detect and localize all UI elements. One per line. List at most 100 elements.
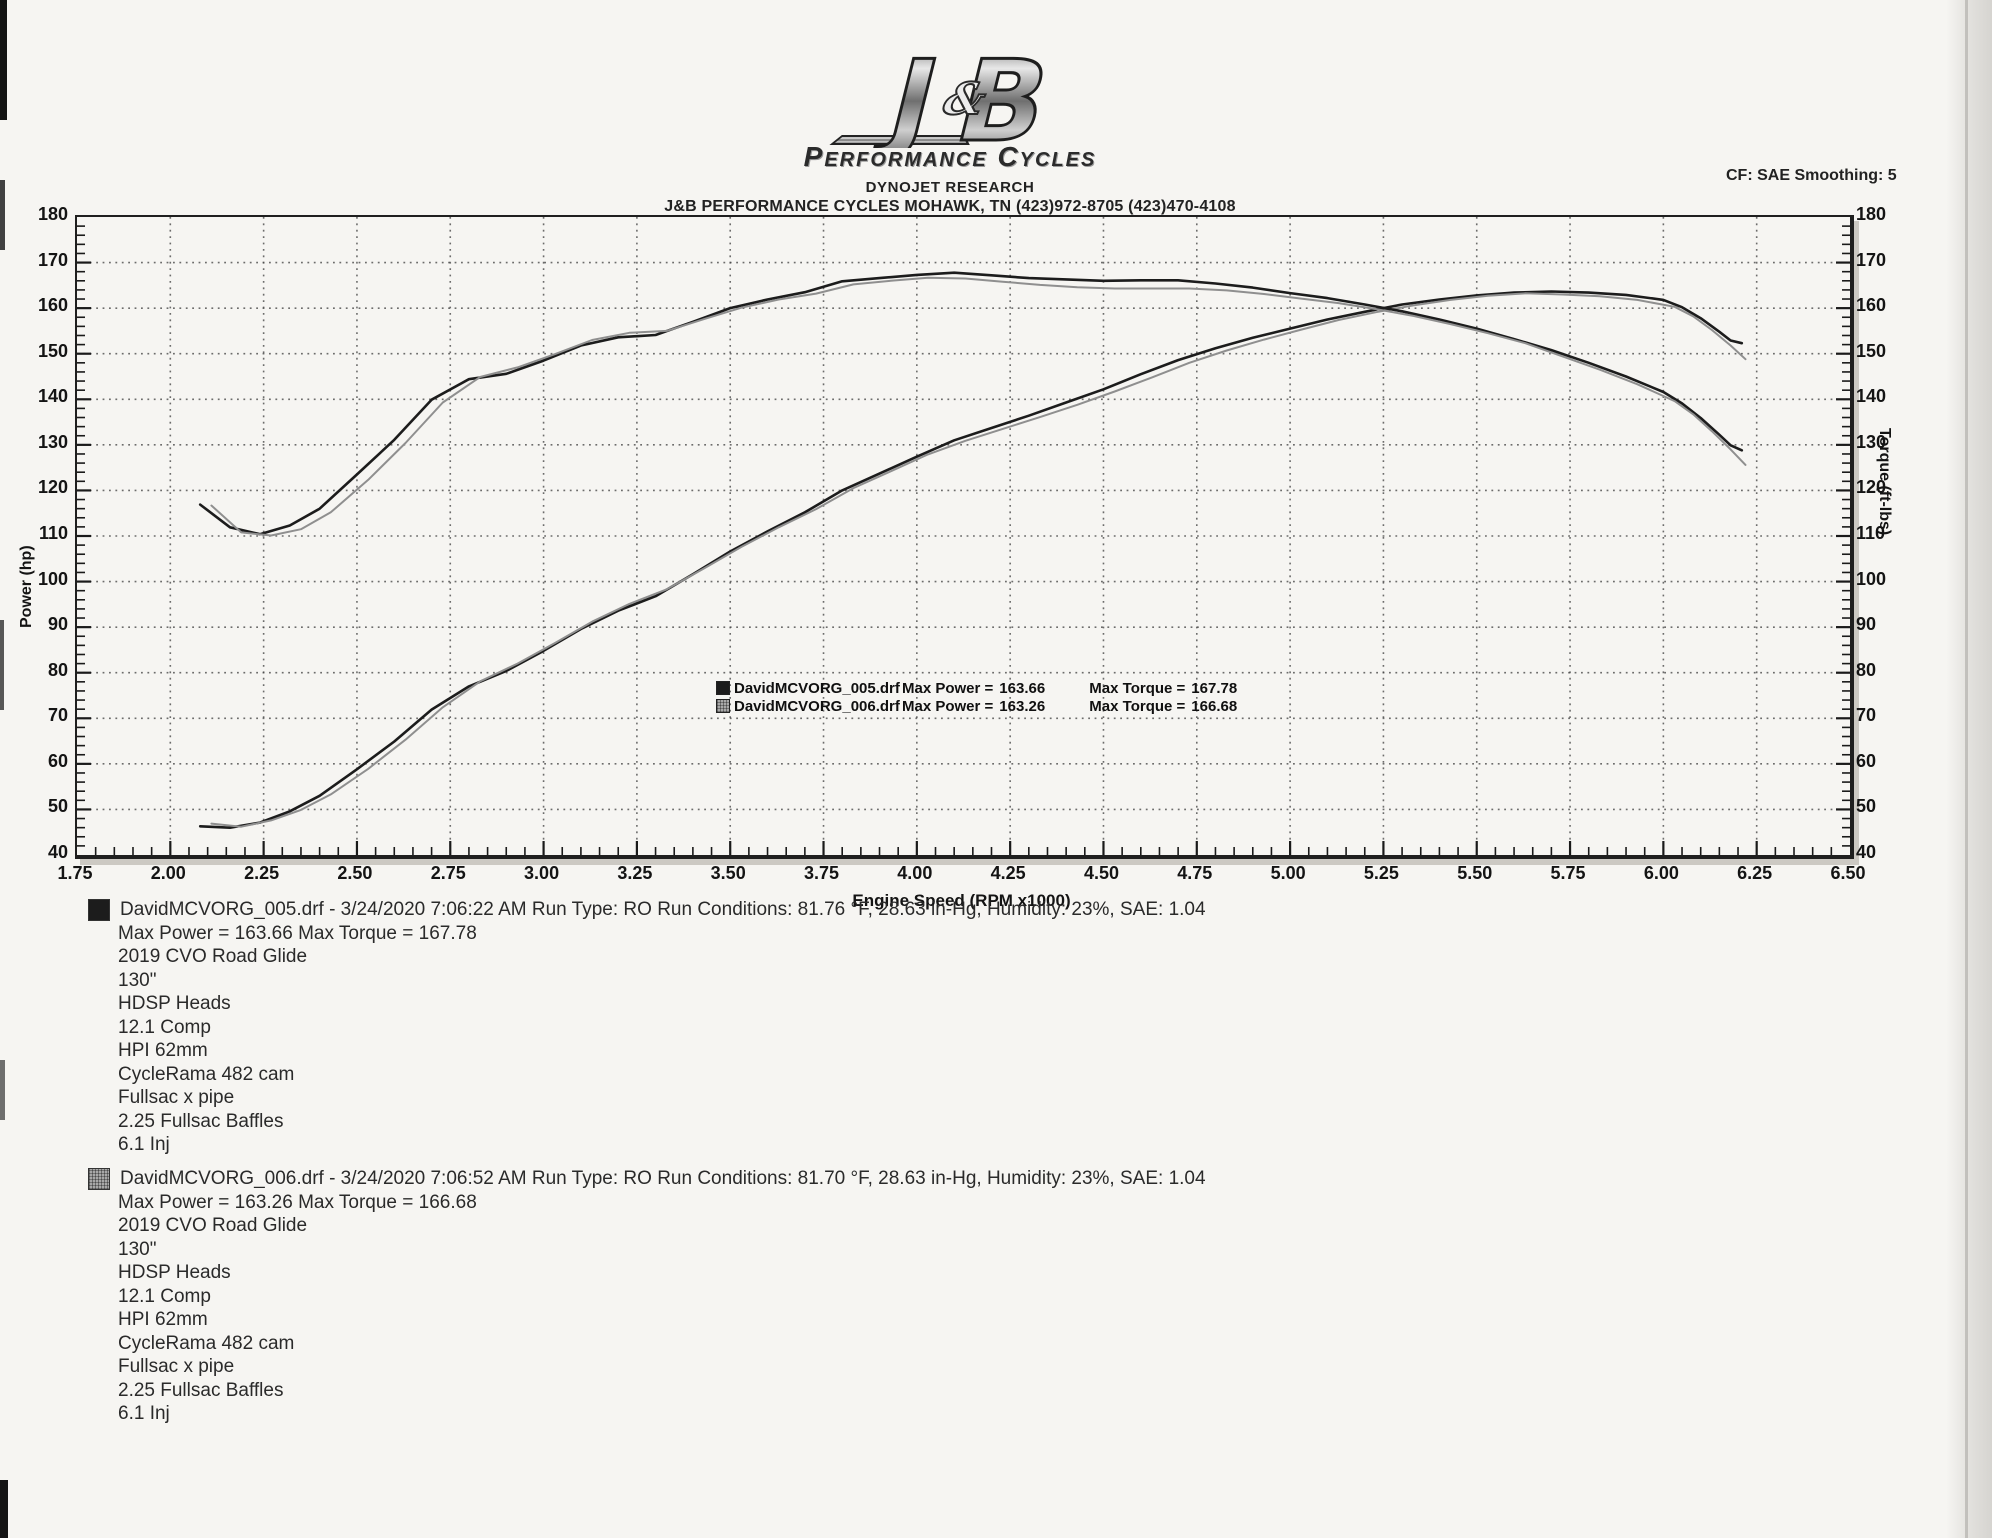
- legend-power-label: Max Power =: [902, 697, 994, 715]
- run1-header-line: DavidMCVORG_005.drf - 3/24/2020 7:06:22 …: [120, 899, 1206, 920]
- torque-curve: [198, 271, 1744, 536]
- scan-artifact-left-edge: [0, 1060, 5, 1120]
- x-tick-label: 6.25: [1737, 863, 1773, 883]
- x-tick-label: 3.75: [803, 863, 840, 883]
- legend-torque-label: Max Torque =: [1089, 697, 1186, 715]
- y-tick-label-right: 70: [1856, 705, 1877, 726]
- run2-mod-line: HPI 62mm: [118, 1309, 208, 1330]
- x-tick-label: 5.25: [1363, 863, 1399, 883]
- shop-address-line: J&B PERFORMANCE CYCLES MOHAWK, TN (423)9…: [664, 198, 1236, 215]
- y-tick-label-right: 130: [1856, 431, 1887, 452]
- run1-mod-line: HPI 62mm: [118, 1040, 208, 1061]
- x-tick-label: 3.50: [710, 863, 746, 883]
- scan-artifact-left-edge: [0, 620, 4, 710]
- dyno-chart-plot-area: [75, 215, 1854, 859]
- run1-swatch-icon: [88, 899, 110, 921]
- x-tick-label: 4.75: [1177, 863, 1213, 883]
- x-tick-label: 3.00: [524, 863, 560, 883]
- scan-artifact-left-edge: [0, 1480, 8, 1538]
- run1-mod-line: 130": [118, 969, 157, 991]
- scan-artifact-right-band: [1946, 0, 1992, 1538]
- y-tick-label-left: 60: [47, 750, 68, 771]
- x-tick-label: 4.50: [1083, 863, 1119, 883]
- run-info-block-1: DavidMCVORG_005.drf - 3/24/2020 7:06:22 …: [88, 898, 1588, 1157]
- y-tick-label-left: 180: [37, 204, 68, 224]
- y-tick-label-left: 70: [47, 705, 68, 726]
- run2-mod-line: Fullsac x pipe: [118, 1356, 235, 1377]
- legend-file-run2: DavidMCVORG_006.drf: [734, 697, 900, 715]
- run1-mod-line: 2.25 Fullsac Baffles: [118, 1110, 284, 1132]
- y-tick-label-left: 130: [37, 431, 68, 452]
- x-axis-title: Engine Speed (RPM x1000): [852, 891, 1071, 910]
- y-tick-label-right: 150: [1856, 340, 1887, 361]
- legend-file-run1: DavidMCVORG_005.drf: [734, 679, 900, 697]
- x-tick-label: 3.25: [617, 863, 653, 883]
- run1-mod-line: CycleRama 482 cam: [118, 1063, 295, 1085]
- y-tick-label-left: 40: [47, 842, 68, 862]
- y-tick-label-right: 110: [1856, 523, 1886, 543]
- run1-mod-line: 2019 CVO Road Glide: [118, 946, 308, 967]
- run2-mod-line: 12.1 Comp: [118, 1285, 211, 1307]
- scan-artifact-right-line: [1965, 0, 1968, 1538]
- run2-mod-line: CycleRama 482 cam: [118, 1332, 295, 1354]
- run2-mod-line: 2019 CVO Road Glide: [118, 1215, 308, 1236]
- right-axis-title: Torque (ft-lbs): [1876, 428, 1893, 536]
- run1-max-line: Max Power = 163.66 Max Torque = 167.78: [118, 922, 477, 944]
- y-tick-label-right: 120: [1856, 477, 1887, 498]
- y-tick-label-left: 90: [47, 614, 68, 635]
- left-axis-title: Power (hp): [18, 545, 35, 628]
- run1-mod-line: HDSP Heads: [118, 993, 231, 1014]
- power-curve: [210, 292, 1747, 828]
- y-tick-label-right: 60: [1856, 750, 1877, 771]
- y-tick-label-right: 80: [1856, 659, 1877, 680]
- y-tick-label-left: 80: [47, 659, 68, 680]
- legend-torque-value-run1: 167.78: [1191, 679, 1238, 697]
- legend-row-run2: DavidMCVORG_006.drf Max Power = 163.26 M…: [716, 697, 1237, 715]
- scan-artifact-left-edge: [0, 180, 5, 250]
- x-tick-label: 2.00: [150, 863, 186, 883]
- y-tick-label-left: 50: [47, 796, 68, 817]
- legend-power-value-run2: 163.26: [999, 697, 1046, 715]
- logo-letter-j: J: [870, 40, 951, 148]
- legend-swatch-gray-icon: [716, 699, 730, 713]
- run2-mod-line: 2.25 Fullsac Baffles: [118, 1379, 284, 1401]
- x-tick-label: 5.50: [1457, 863, 1493, 883]
- correction-smoothing-label: CF: SAE Smoothing: 5: [1726, 167, 1897, 184]
- y-tick-label-right: 100: [1856, 568, 1887, 589]
- y-tick-label-left: 170: [37, 249, 68, 270]
- x-tick-label: 1.75: [57, 863, 93, 883]
- run2-mod-line: HDSP Heads: [118, 1262, 231, 1283]
- legend-torque-label: Max Torque =: [1089, 679, 1186, 697]
- run2-header-line: DavidMCVORG_006.drf - 3/24/2020 7:06:52 …: [120, 1168, 1206, 1189]
- y-tick-label-left: 150: [37, 340, 68, 361]
- x-tick-label: 6.00: [1643, 863, 1679, 883]
- torque-curve: [210, 276, 1747, 537]
- x-tick-label: 4.25: [990, 863, 1026, 883]
- dynojet-research-line: DYNOJET RESEARCH: [865, 179, 1035, 196]
- run1-mod-line: 12.1 Comp: [118, 1016, 211, 1038]
- run2-swatch-icon: [88, 1168, 110, 1190]
- legend-swatch-dark-icon: [716, 681, 730, 695]
- y-tick-label-right: 40: [1856, 842, 1877, 862]
- jb-logo-icon: J B &: [818, 34, 1092, 168]
- run2-max-line: Max Power = 163.26 Max Torque = 166.68: [118, 1191, 477, 1213]
- x-tick-label: 2.25: [244, 863, 280, 883]
- x-tick-label: 5.75: [1550, 863, 1586, 883]
- legend-power-label: Max Power =: [902, 679, 994, 697]
- y-tick-label-left: 110: [38, 523, 68, 543]
- x-tick-label: 2.50: [337, 863, 373, 883]
- x-tick-label: 6.50: [1830, 863, 1866, 883]
- y-tick-label-right: 50: [1856, 796, 1877, 817]
- y-tick-label-right: 90: [1856, 614, 1877, 635]
- legend-power-value-run1: 163.66: [999, 679, 1046, 697]
- y-tick-label-right: 170: [1856, 249, 1887, 270]
- legend-torque-value-run2: 166.68: [1191, 697, 1238, 715]
- x-tick-label: 2.75: [430, 863, 466, 883]
- y-tick-label-right: 160: [1856, 295, 1887, 316]
- y-tick-label-right: 140: [1856, 386, 1887, 407]
- x-tick-label: 4.00: [897, 863, 933, 883]
- legend-row-run1: DavidMCVORG_005.drf Max Power = 163.66 M…: [716, 679, 1237, 697]
- y-tick-label-left: 160: [37, 295, 68, 316]
- run2-mod-line: 130": [118, 1238, 157, 1260]
